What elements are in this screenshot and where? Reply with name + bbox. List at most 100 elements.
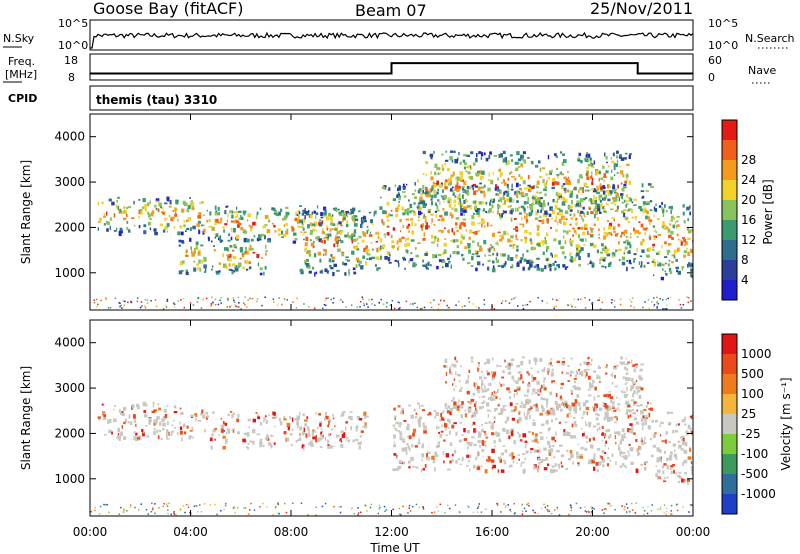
velocity-echo-cell (544, 506, 547, 509)
power-echo-cell (545, 246, 547, 250)
power-echo-cell (103, 213, 106, 216)
velocity-echo-cell (637, 453, 639, 457)
power-echo-cell (652, 243, 656, 247)
velocity-echo-cell (224, 504, 227, 507)
velocity-echo-cell (173, 511, 175, 513)
velocity-echo-cell (340, 440, 343, 443)
velocity-echo-cell (453, 422, 457, 425)
velocity-echo-cell (522, 381, 524, 384)
power-echo-cell (437, 199, 440, 202)
velocity-echo-cell (270, 434, 272, 438)
power-echo-cell (599, 251, 603, 254)
power-echo-cell (230, 305, 233, 307)
velocity-echo-cell (656, 457, 660, 460)
velocity-echo-cell (522, 356, 525, 359)
power-echo-cell (402, 224, 404, 229)
power-echo-cell (453, 150, 456, 153)
power-echo-cell (613, 219, 615, 222)
velocity-echo-cell (588, 421, 592, 425)
power-echo-cell (581, 215, 583, 220)
power-echo-cell (305, 263, 310, 267)
velocity-echo-cell (675, 504, 678, 506)
velocity-echo-cell (406, 443, 409, 446)
power-echo-cell (373, 212, 375, 217)
velocity-echo-cell (220, 428, 224, 433)
power-echo-cell (613, 162, 616, 168)
power-echo-cell (661, 244, 663, 249)
power-echo-cell (442, 167, 445, 171)
velocity-echo-cell (348, 415, 352, 420)
power-echo-cell (496, 186, 500, 189)
power-echo-cell (121, 307, 123, 309)
power-echo-cell (244, 296, 246, 298)
velocity-echo-cell (536, 380, 540, 385)
power-echo-cell (489, 151, 492, 155)
velocity-echo-cell (305, 433, 308, 438)
velocity-echo-cell (377, 512, 379, 515)
velocity-echo-cell (145, 509, 148, 511)
velocity-echo-cell (396, 454, 398, 459)
power-echo-cell (409, 210, 412, 214)
power-echo-cell (377, 267, 381, 270)
power-echo-cell (577, 179, 580, 184)
power-echo-cell (237, 224, 240, 228)
velocity-echo-cell (398, 422, 402, 425)
velocity-echo-cell (458, 511, 461, 514)
power-echo-cell (593, 217, 596, 219)
power-echo-cell (677, 238, 680, 241)
velocity-echo-cell (624, 436, 626, 439)
power-echo-cell (176, 208, 178, 211)
velocity-echo-cell (481, 440, 485, 445)
velocity-echo-cell (188, 511, 191, 514)
power-echo-cell (587, 153, 591, 158)
velocity-echo-cell (504, 359, 506, 363)
velocity-echo-cell (455, 385, 457, 387)
velocity-echo-cell (589, 383, 593, 389)
power-echo-cell (536, 267, 540, 271)
power-echo-cell (614, 203, 617, 206)
velocity-echo-cell (579, 507, 582, 509)
power-echo-cell (343, 217, 346, 221)
power-echo-cell (199, 202, 203, 204)
power-echo-cell (264, 296, 266, 298)
velocity-echo-cell (689, 427, 692, 431)
power-echo-cell (511, 176, 515, 178)
velocity-echo-cell (669, 468, 672, 471)
velocity-echo-cell (625, 393, 628, 396)
velocity-echo-cell (543, 380, 545, 383)
power-echo-cell (109, 225, 111, 230)
power-echo-cell (530, 246, 534, 251)
velocity-echo-cell (505, 429, 510, 434)
velocity-echo-cell (458, 389, 463, 392)
power-echo-cell (430, 306, 433, 309)
velocity-echo-cell (633, 390, 636, 394)
velocity-echo-cell (302, 413, 305, 417)
power-echo-cell (428, 194, 431, 198)
power-echo-cell (621, 231, 624, 235)
velocity-echo-cell (141, 429, 145, 433)
power-echo-cell (230, 220, 235, 223)
colorbar-tick-label: 16 (741, 213, 756, 227)
power-echo-cell (554, 153, 557, 156)
power-echo-cell (240, 215, 242, 219)
power-echo-cell (330, 254, 333, 257)
power-echo-cell (469, 166, 473, 170)
power-echo-cell (487, 259, 491, 262)
time-axis: 00:00 04:00 08:00 12:00 16:00 20:00 00:00 (73, 114, 710, 539)
power-echo-cell (181, 208, 185, 213)
velocity-echo-cell (499, 397, 501, 401)
power-echo-cell (448, 180, 452, 184)
power-echo-cell (534, 195, 538, 198)
velocity-echo-cell (491, 448, 495, 453)
power-echo-cell (218, 262, 222, 265)
power-echo-cell (664, 256, 668, 258)
velocity-echo-cell (271, 435, 274, 437)
power-echo-cell (467, 243, 471, 248)
power-echo-cell (555, 299, 558, 301)
power-echo-cell (662, 308, 664, 310)
power-echo-cell (312, 228, 315, 232)
velocity-echo-cell (154, 512, 156, 515)
velocity-echo-cell (151, 502, 153, 505)
power-echo-cell (458, 152, 460, 156)
velocity-echo-cell (501, 376, 505, 379)
